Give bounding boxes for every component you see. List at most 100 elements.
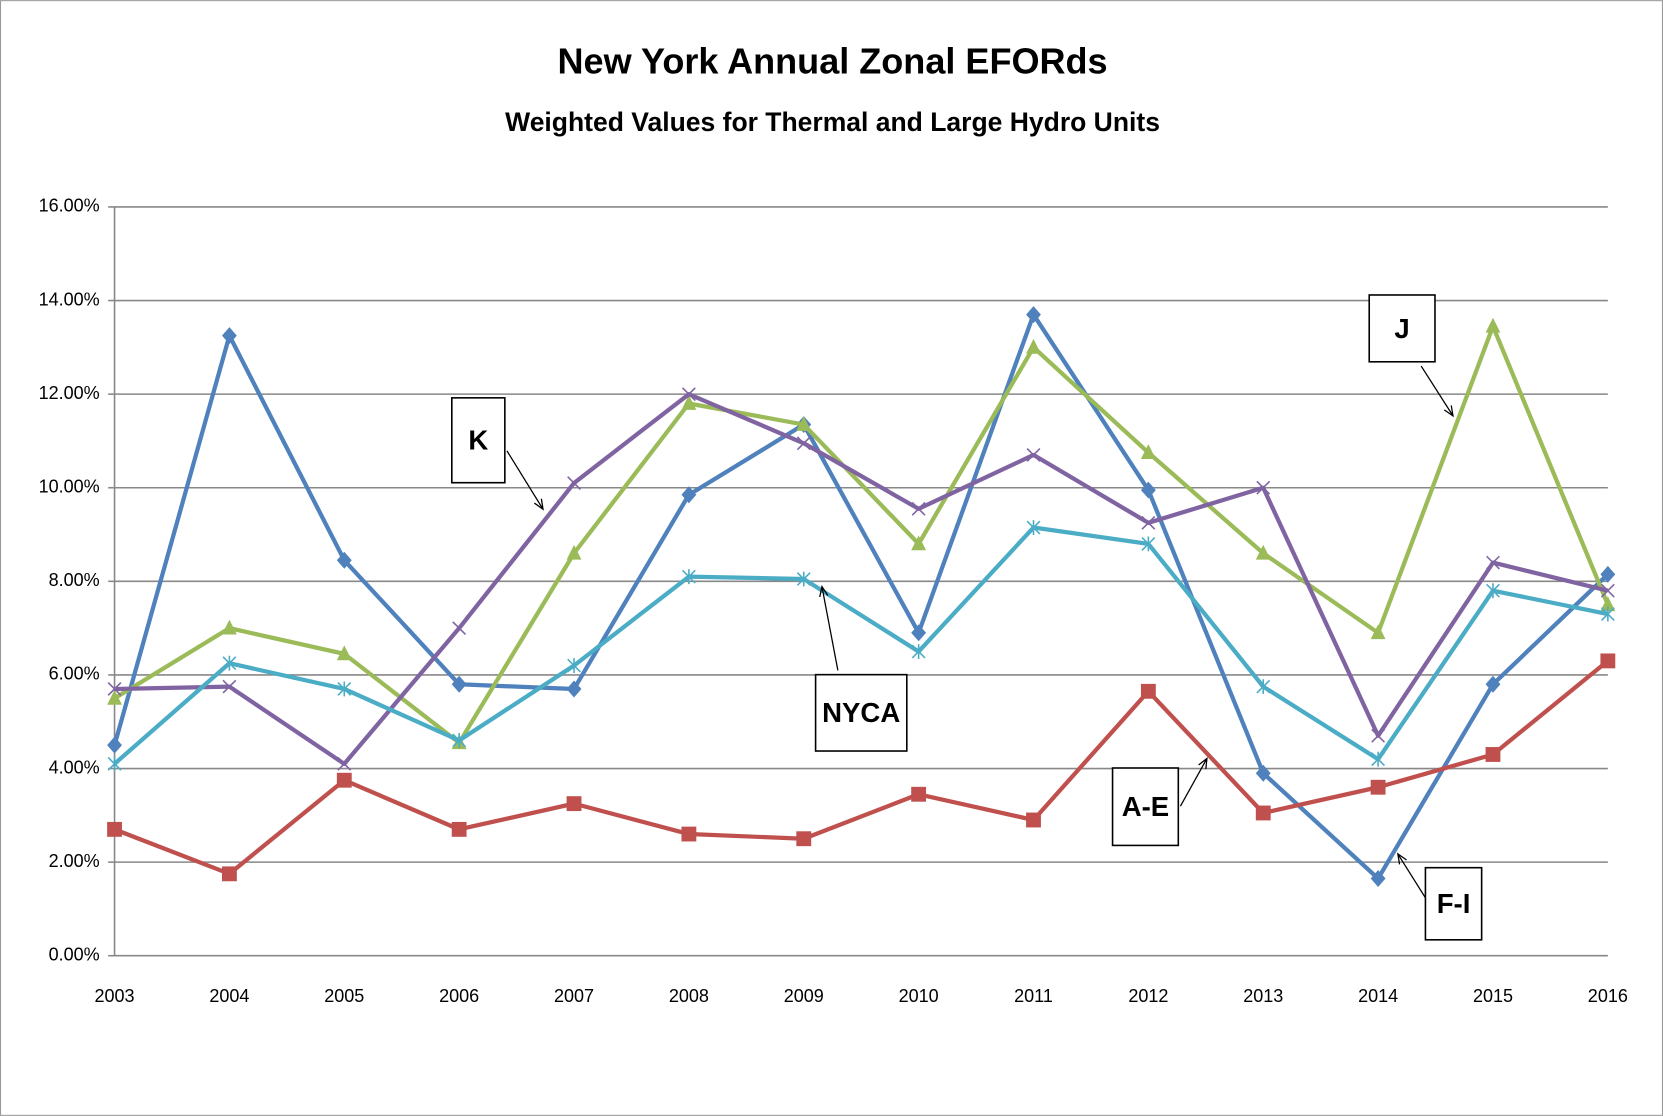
data-point (1600, 653, 1616, 669)
data-point (1140, 683, 1156, 699)
data-point (1026, 812, 1041, 828)
callout-arrowhead (819, 585, 829, 598)
data-point (221, 866, 237, 882)
data-point (1371, 728, 1386, 743)
data-point (796, 416, 812, 431)
data-point (222, 679, 237, 694)
data-point (336, 645, 352, 661)
data-point (1141, 536, 1156, 552)
callout-arrowhead (1198, 757, 1208, 770)
x-tick-label: 2014 (1358, 986, 1398, 1006)
x-tick-label: 2006 (439, 986, 479, 1006)
x-tick-label: 2011 (1014, 986, 1053, 1006)
data-point (1485, 747, 1501, 762)
data-point (681, 826, 697, 842)
callout-box (814, 673, 908, 752)
x-tick-label: 2003 (95, 986, 135, 1006)
data-point (1600, 565, 1616, 583)
data-point (681, 387, 696, 402)
data-point (1370, 870, 1386, 887)
data-point (107, 821, 122, 837)
x-tick-label: 2012 (1128, 986, 1168, 1006)
series-line (113, 324, 1610, 745)
y-tick-label: 16.00% (39, 196, 100, 216)
callout-box (451, 397, 506, 484)
y-tick-label: 6.00% (49, 664, 100, 684)
data-point (337, 756, 352, 771)
chart-subtitle: Weighted Values for Thermal and Large Hy… (505, 107, 1160, 137)
data-point (222, 655, 237, 671)
data-point (336, 772, 352, 788)
data-point (451, 821, 467, 837)
data-point (1256, 480, 1271, 495)
data-point (1140, 481, 1156, 499)
x-tick-label: 2010 (899, 986, 939, 1006)
data-point (1370, 624, 1386, 640)
y-tick-label: 4.00% (49, 757, 100, 777)
data-point (1371, 751, 1386, 767)
x-tick-label: 2015 (1473, 986, 1513, 1006)
data-point (796, 571, 811, 587)
callout-box (1424, 866, 1483, 941)
data-point (911, 535, 927, 551)
data-point (336, 551, 352, 569)
data-point (681, 486, 697, 504)
x-tick-label: 2004 (209, 986, 249, 1006)
data-point (567, 476, 581, 490)
data-point (1026, 520, 1041, 535)
data-point (452, 621, 467, 636)
data-point (107, 756, 122, 772)
data-point (1600, 596, 1616, 612)
data-point (1026, 448, 1041, 462)
x-tick-label: 2005 (324, 986, 364, 1006)
data-point (1026, 306, 1041, 324)
data-point (1600, 606, 1615, 622)
legend-label: A-E (1122, 791, 1169, 822)
callout-arrow (1397, 853, 1428, 900)
x-tick-label: 2009 (784, 986, 824, 1006)
callout-arrow (1179, 758, 1208, 807)
data-point (1255, 544, 1271, 560)
y-tick-label: 8.00% (49, 570, 100, 590)
data-point (911, 501, 926, 516)
series-line (113, 659, 1610, 876)
data-point (681, 395, 697, 410)
x-tick-label: 2016 (1588, 986, 1628, 1006)
callout-arrow (821, 586, 839, 671)
legend-label: F-I (1437, 888, 1471, 919)
y-tick-label: 10.00% (39, 477, 100, 497)
data-point (1255, 805, 1271, 821)
series-line (113, 525, 1609, 766)
y-tick-label: 0.00% (49, 944, 100, 964)
legend-label: NYCA (822, 697, 900, 728)
data-point (452, 733, 467, 748)
data-point (221, 619, 237, 635)
callout-box (1368, 294, 1436, 363)
data-point (107, 689, 122, 705)
data-point (911, 786, 927, 802)
data-point (337, 681, 352, 697)
callout-arrowhead (534, 498, 544, 511)
data-point (796, 831, 812, 847)
x-tick-label: 2007 (554, 986, 594, 1006)
x-tick-label: 2008 (669, 986, 709, 1006)
data-point (567, 658, 581, 673)
data-point (796, 436, 811, 451)
data-point (1600, 583, 1615, 598)
callout-arrowhead (1443, 405, 1454, 418)
series-line (112, 312, 1610, 881)
data-point (107, 682, 122, 696)
series-line (114, 392, 1609, 766)
data-point (1140, 444, 1156, 460)
data-point (1370, 779, 1386, 795)
callout-arrowhead (1396, 852, 1407, 865)
data-point (1141, 515, 1156, 530)
legend-label: K (468, 425, 488, 456)
data-point (566, 544, 582, 560)
data-point (911, 644, 926, 659)
data-point (1255, 764, 1271, 782)
chart-title: New York Annual Zonal EFORds (557, 40, 1107, 81)
legend-label: J (1394, 313, 1409, 344)
data-point (1256, 679, 1271, 695)
